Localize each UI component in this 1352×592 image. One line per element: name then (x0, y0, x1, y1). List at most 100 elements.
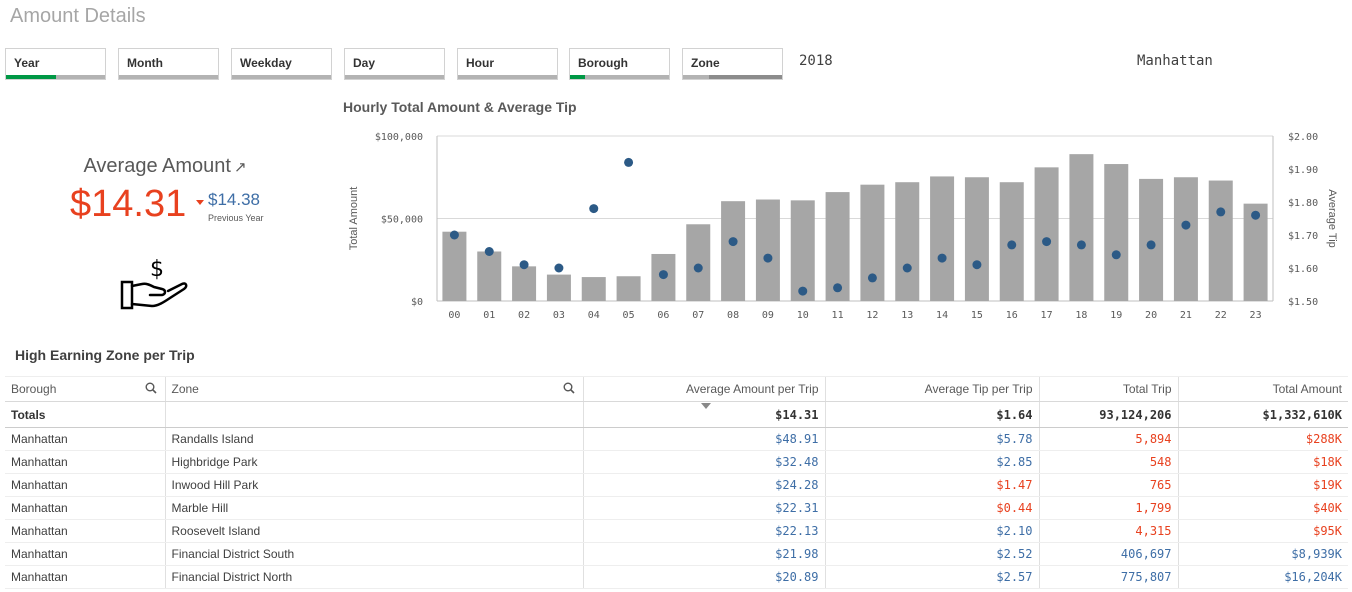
bar (930, 176, 955, 301)
table-cell: 5,894 (1038, 427, 1178, 451)
chart-title: Hourly Total Amount & Average Tip (343, 99, 577, 115)
table-cell: $8,939K (1177, 542, 1348, 566)
tip-point (833, 283, 843, 293)
header-label: Borough (11, 382, 57, 396)
bar (477, 251, 502, 301)
filter-month[interactable]: Month (118, 48, 219, 80)
bar (1139, 178, 1164, 301)
hand-money-icon: $ (120, 257, 188, 310)
bar (1173, 177, 1198, 301)
column-header-borough[interactable]: Borough (5, 376, 165, 402)
filter-label: Day (353, 56, 376, 70)
table-row[interactable]: Manhattan Marble Hill $22.31 $0.44 1,799 $40K (5, 496, 1348, 520)
bar (895, 182, 920, 301)
filter-borough[interactable]: Borough (569, 48, 670, 80)
tip-point (693, 263, 703, 273)
x-tick-label: 18 (1075, 310, 1087, 321)
trend-down-icon (196, 200, 204, 205)
y2-axis-title: Average Tip (1326, 189, 1338, 248)
totals-cell (164, 401, 583, 428)
tip-point (972, 260, 982, 270)
x-tick-label: 16 (1006, 310, 1018, 321)
table-cell: $19K (1177, 473, 1348, 497)
bar (442, 231, 467, 301)
tip-point (798, 286, 808, 296)
kpi-previous-label: Previous Year (208, 213, 264, 223)
table-cell: Manhattan (5, 450, 165, 474)
table-cell: $0.44 (824, 496, 1039, 520)
y2-tick-label: $1.50 (1288, 297, 1318, 308)
search-icon[interactable] (145, 382, 157, 394)
y-tick-label: $50,000 (381, 215, 423, 226)
table-cell: Manhattan (5, 473, 165, 497)
search-icon[interactable] (563, 382, 575, 394)
x-tick-label: 09 (762, 310, 774, 321)
table-cell: 775,807 (1038, 565, 1178, 589)
column-header-total-amount[interactable]: Total Amount (1177, 376, 1348, 402)
table-cell: $18K (1177, 450, 1348, 474)
y2-tick-label: $1.70 (1288, 231, 1318, 242)
filter-day[interactable]: Day (344, 48, 445, 80)
selection-fill (570, 75, 585, 79)
filter-weekday[interactable]: Weekday (231, 48, 332, 80)
column-header-avg-tip[interactable]: Average Tip per Trip (824, 376, 1039, 402)
table-row[interactable]: Manhattan Financial District South $21.98 $… (5, 542, 1348, 566)
table-cell: $40K (1177, 496, 1348, 520)
tip-point (867, 273, 877, 283)
x-tick-label: 10 (797, 310, 809, 321)
x-tick-label: 03 (553, 310, 565, 321)
x-tick-label: 05 (623, 310, 635, 321)
tip-point (1216, 207, 1226, 217)
y-axis-title: Total Amount (348, 187, 360, 251)
tip-point (449, 230, 459, 240)
tip-point (658, 270, 668, 280)
selection-bar (232, 75, 331, 79)
table-row[interactable]: Manhattan Roosevelt Island $22.13 $2.10 4,31… (5, 519, 1348, 543)
column-header-avg-amount[interactable]: Average Amount per Trip (582, 376, 825, 409)
table-row[interactable]: Manhattan Highbridge Park $32.48 $2.85 548 $1… (5, 450, 1348, 474)
table-row[interactable]: Manhattan Inwood Hill Park $24.28 $1.47 765 $… (5, 473, 1348, 497)
kpi-title-text: Average Amount (83, 155, 231, 177)
table-cell: $22.31 (582, 496, 825, 520)
table-cell: $21.98 (582, 542, 825, 566)
table-cell: $2.52 (824, 542, 1039, 566)
filter-hour[interactable]: Hour (457, 48, 558, 80)
filter-year[interactable]: Year (5, 48, 106, 80)
selection-bar (6, 75, 105, 79)
table-cell: $32.48 (582, 450, 825, 474)
tip-point (1251, 210, 1261, 220)
tip-point (1076, 240, 1086, 250)
bar (790, 200, 815, 301)
kpi-title: Average Amount ↗︎ (0, 155, 330, 178)
table-cell: Inwood Hill Park (164, 473, 583, 497)
column-header-total-trip[interactable]: Total Trip (1038, 376, 1178, 402)
table-row[interactable]: Manhattan Financial District North $20.89 $… (5, 565, 1348, 589)
table-row[interactable]: Manhattan Randalls Island $48.91 $5.78 5,894… (5, 427, 1348, 451)
x-tick-label: 02 (518, 310, 530, 321)
table-cell: Highbridge Park (164, 450, 583, 474)
excluded-fill (708, 75, 782, 79)
external-link-icon[interactable]: ↗︎ (233, 159, 247, 176)
tip-point (1146, 240, 1156, 250)
filter-zone[interactable]: Zone (682, 48, 783, 80)
table-cell: Roosevelt Island (164, 519, 583, 543)
x-tick-label: 17 (1041, 310, 1053, 321)
tip-point (554, 263, 564, 273)
y2-tick-label: $2.00 (1288, 132, 1318, 143)
sheet-title: Amount Details (10, 5, 146, 27)
table-cell: 1,799 (1038, 496, 1178, 520)
table-cell: 406,697 (1038, 542, 1178, 566)
column-header-zone[interactable]: Zone (164, 376, 583, 402)
bar (546, 274, 571, 301)
tip-point (624, 157, 634, 167)
tip-point (728, 237, 738, 247)
kpi-value: $14.31 (70, 183, 187, 225)
table-header-row: Borough Zone Average Amount per Trip Ave… (5, 376, 1348, 409)
tip-point (519, 260, 529, 270)
bar (1208, 180, 1233, 301)
selected-year: 2018 (799, 53, 833, 69)
bar (1069, 154, 1094, 301)
tip-point (1111, 250, 1121, 260)
selection-bar (119, 75, 218, 79)
tip-point (484, 247, 494, 256)
